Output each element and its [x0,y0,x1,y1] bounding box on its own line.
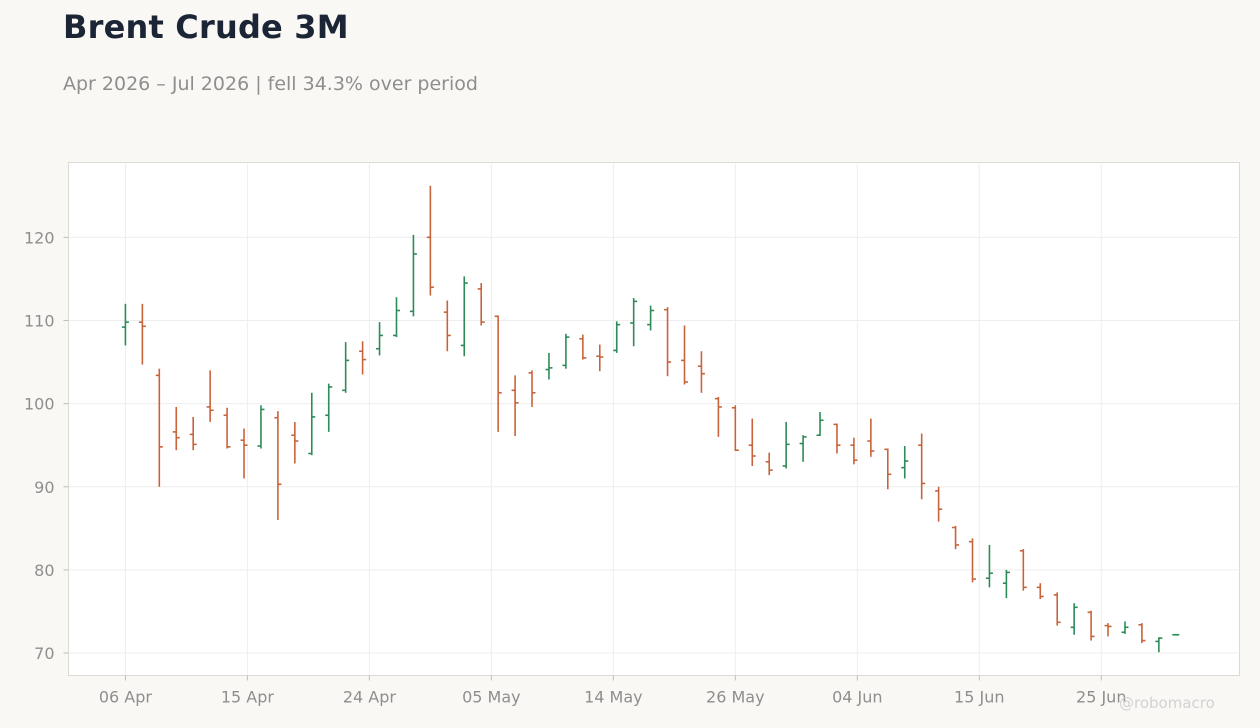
chart-subtitle: Apr 2026 – Jul 2026 | fell 34.3% over pe… [63,73,478,95]
ohlc-bar [799,435,807,462]
x-tick-label: 15 Apr [221,688,275,707]
x-tick-label: 06 Apr [99,688,153,707]
ohlc-bar [477,283,485,326]
ohlc-bar [969,538,977,583]
ohlc-bar [697,351,705,393]
ohlc-bar [189,416,197,451]
x-tick-label: 24 Apr [343,688,397,707]
ohlc-bar [1036,583,1044,600]
ohlc-bar [1053,592,1061,626]
ohlc-bar [138,303,146,365]
plot-area [68,162,1240,676]
ohlc-bar [545,352,553,380]
ohlc-bar [511,375,519,437]
ohlc-bar [460,276,468,357]
y-tick-label: 70 [34,644,54,663]
ohlc-bar [613,321,621,353]
ohlc-bar [392,297,400,338]
x-tick-label: 14 May [584,688,643,707]
ohlc-bar [1087,610,1095,641]
ohlc-bar [680,325,688,385]
ohlc-bar [647,305,655,331]
ohlc-bar [1002,569,1010,599]
ohlc-bar [867,418,875,457]
ohlc-bar [1155,637,1163,653]
ohlc-bar [833,423,841,454]
ohlc-bar [257,405,265,449]
ohlc-bar [901,446,909,479]
ohlc-bar [782,421,790,469]
ohlc-bar [240,428,248,479]
ohlc-bar [952,525,960,550]
ohlc-bar [291,421,299,464]
ohlc-bar [765,452,773,476]
ohlc-bar [884,448,892,490]
y-axis: 70 80 90 100 110 120 [24,228,69,663]
ohlc-bar [494,315,502,432]
ohlc-bar [1019,549,1027,591]
ohlc-bar [1070,603,1078,635]
y-tick-label: 80 [34,561,54,580]
ohlc-bar [935,486,943,522]
ohlc-bar [1172,633,1180,636]
ohlc-bar [325,383,333,432]
y-tick-label: 90 [34,478,54,497]
ohlc-bar [985,544,993,588]
ohlc-bar [155,368,163,487]
ohlc-bar [443,300,451,352]
ohlc-bar [579,334,587,360]
ohlc-bar [426,185,434,296]
x-tick-label: 15 Jun [954,688,1004,707]
x-tick-label: 05 May [462,688,521,707]
ohlc-bar [918,433,926,500]
ohlc-bar [731,405,739,452]
ohlc-bar [274,411,282,521]
y-tick-label: 110 [24,311,55,330]
watermark-text: @robomacro [1119,694,1215,712]
ohlc-bar [409,234,417,317]
ohlc-bar [850,437,858,465]
ohlc-bar [359,341,367,375]
ohlc-bars [121,185,1180,653]
ohlc-bar [172,406,180,451]
ohlc-bar [376,322,384,356]
x-tick-label: 04 Jun [832,688,882,707]
x-axis: 06 Apr 15 Apr 24 Apr 05 May 14 May 26 May 04 J… [99,675,1126,707]
x-tick-label: 26 May [706,688,765,707]
ohlc-bar [816,411,824,437]
y-tick-label: 120 [24,228,55,247]
y-tick-label: 100 [24,395,55,414]
ohlc-bar [223,407,231,449]
ohlc-bar [206,370,214,422]
ohlc-bar [1121,621,1129,634]
ohlc-bar [342,342,350,393]
ohlc-bar [1138,623,1146,644]
ohlc-bar [308,392,316,456]
chart-title: Brent Crude 3M [63,8,349,46]
ohlc-bar [664,307,672,377]
grid-lines [68,162,1240,676]
ohlc-bar [630,298,638,347]
ohlc-bar [1104,623,1112,637]
ohlc-bar [528,370,536,407]
ohlc-bar [714,396,722,437]
ohlc-bar [596,344,604,372]
ohlc-bar [121,303,129,346]
ohlc-bar [562,333,570,369]
x-tick-label: 25 Jun [1076,688,1126,707]
ohlc-bar [748,418,756,466]
